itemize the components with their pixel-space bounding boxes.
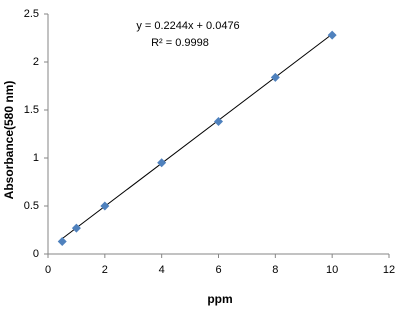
y-tick-label: 0 — [33, 248, 39, 260]
y-tick-label: 2 — [33, 56, 39, 68]
data-point — [157, 158, 167, 168]
r-squared: R² = 0.9998 — [151, 37, 209, 49]
y-tick-label: 2.5 — [24, 8, 39, 20]
x-tick-label: 10 — [326, 264, 338, 276]
data-point — [270, 72, 280, 82]
y-tick-label: 1.5 — [24, 104, 39, 116]
y-axis-title: Absorbance(580 nm) — [2, 81, 16, 200]
x-tick-label: 12 — [383, 264, 395, 276]
x-tick-label: 6 — [215, 264, 221, 276]
x-tick-label: 0 — [45, 264, 51, 276]
data-point — [214, 117, 223, 127]
data-point — [327, 30, 337, 40]
y-tick-label: 1 — [33, 152, 39, 164]
x-tick-label: 2 — [102, 264, 108, 276]
data-point — [71, 223, 81, 233]
y-tick-label: 0.5 — [24, 200, 39, 212]
data-point — [57, 237, 67, 247]
data-point — [100, 201, 110, 211]
x-tick-label: 4 — [159, 264, 165, 276]
equation: y = 0.2244x + 0.0476 — [136, 20, 239, 32]
x-axis-title: ppm — [207, 292, 232, 306]
x-tick-label: 8 — [272, 264, 278, 276]
